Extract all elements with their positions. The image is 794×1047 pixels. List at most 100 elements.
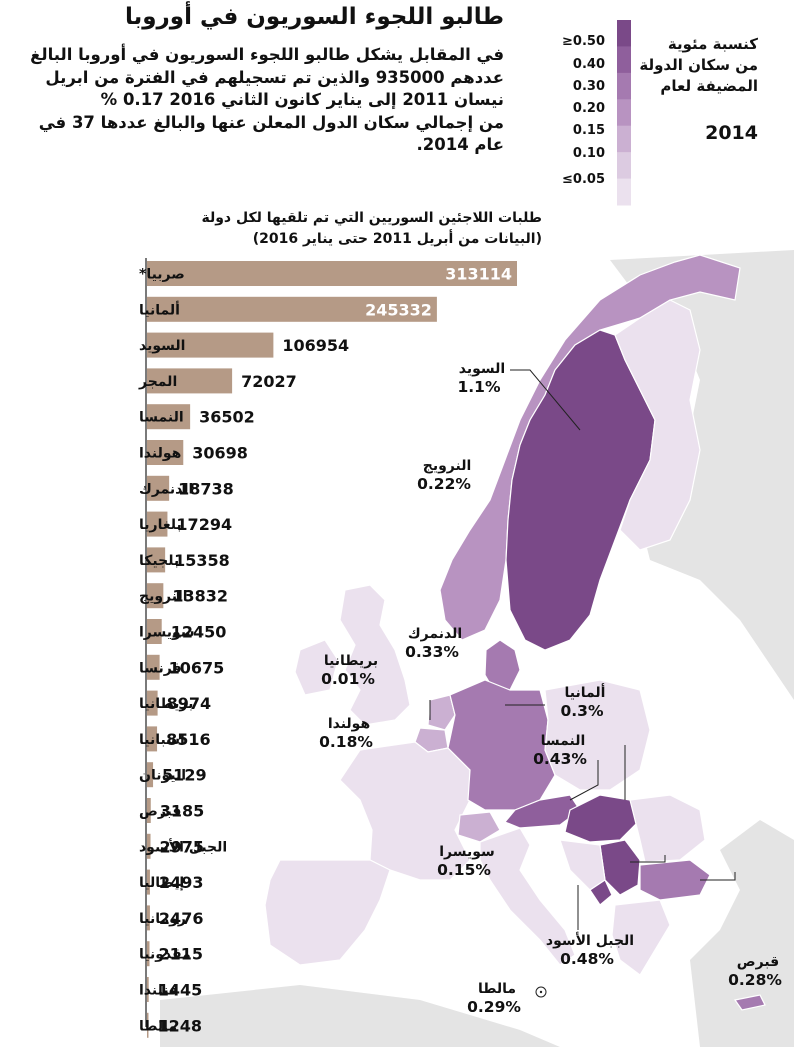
map-value-label: 0.43% — [533, 750, 587, 768]
bar — [147, 1012, 149, 1038]
bar-chart-title: طلبات اللاجئين السوريين التي تم تلقيها ل… — [201, 210, 542, 247]
bar-category-label: ألمانيا — [139, 300, 180, 318]
bar-value-label: 8974 — [167, 694, 212, 713]
legend-label: 0.15 — [573, 123, 605, 138]
country-uk — [339, 584, 411, 726]
legend-swatch — [617, 125, 631, 153]
bar-category-label: السويد — [139, 338, 185, 354]
bar-category-label: بلجيكا — [139, 553, 179, 569]
country-cyprus — [733, 994, 766, 1011]
bar — [147, 261, 517, 286]
bar-category-label: سويسرا — [139, 625, 195, 641]
legend-labels: ≥0.50 0.40 0.30 0.20 0.15 0.10 ≤0.05 — [562, 34, 605, 187]
bar-category-label: الدنمرك — [139, 481, 193, 497]
legend-label: 0.10 — [573, 146, 605, 161]
map-value-label: 0.01% — [321, 670, 375, 688]
country-italy — [479, 827, 576, 966]
bar — [147, 869, 150, 895]
bar-value-label: 245332 — [365, 300, 432, 319]
bar-category-label: مقدونيا — [139, 947, 191, 963]
map-country-label: ألمانيا — [565, 683, 606, 701]
bar-category-label: فنلندا — [139, 983, 178, 999]
bar-value-label: 106954 — [282, 336, 349, 355]
bar — [147, 332, 274, 358]
country-switzerland — [457, 811, 501, 843]
bar — [147, 905, 150, 931]
bar-value-label: 15358 — [174, 551, 230, 570]
bar-chart: 313114 صربيا* 245332 ألمانيا 106954 السويد 720… — [138, 258, 517, 1038]
legend-title: كنسبة مئوية من سكان الدولة المضيفة لعام — [639, 35, 758, 95]
map-country-label: سويسرا — [439, 844, 495, 860]
bar — [147, 547, 166, 573]
page-title: طالبو اللجوء السوريون في أوروبا — [124, 4, 504, 30]
land-east — [610, 250, 794, 1047]
country-hungary — [564, 794, 641, 843]
land-background — [160, 250, 794, 1047]
bar-category-label: فرنسا — [139, 660, 182, 676]
land-africa — [160, 985, 560, 1047]
legend-swatch — [617, 99, 631, 127]
country-ireland — [294, 639, 339, 696]
country-bulgaria — [639, 859, 711, 901]
intro-paragraph: في المقابل يشكل طالبو اللجوء السوريون في… — [30, 45, 504, 154]
bar-category-label: مالطا — [139, 1018, 177, 1034]
legend-swatch — [617, 72, 631, 100]
bar-value-label: 36502 — [199, 408, 255, 427]
map-value-label: 0.28% — [728, 971, 782, 989]
bar-value-label: 313114 — [445, 265, 512, 284]
bar — [147, 296, 437, 322]
map-value-label: 0.48% — [560, 950, 614, 968]
bar-value-label: 5129 — [162, 766, 207, 785]
country-montenegro — [589, 879, 613, 906]
legend-label: 0.20 — [573, 101, 605, 116]
bar-value-label: 8516 — [166, 730, 211, 749]
bar-value-label: 13832 — [172, 587, 228, 606]
bar-category-label: هولندا — [139, 446, 181, 462]
country-greece — [611, 899, 671, 976]
country-finland — [614, 299, 701, 551]
bar — [147, 833, 151, 859]
map-value-label: 0.29% — [467, 998, 521, 1016]
malta-marker — [535, 986, 547, 998]
legend-swatch — [617, 178, 631, 206]
map-country-label: النرويج — [423, 458, 472, 474]
bar — [147, 941, 150, 967]
country-romania — [629, 794, 706, 863]
bar-category-label: صربيا* — [139, 267, 185, 283]
map-value-label: 0.22% — [417, 475, 471, 493]
bar-value-label: 12450 — [171, 623, 227, 642]
bar — [147, 475, 170, 501]
legend-swatch — [617, 152, 631, 180]
bar — [147, 440, 184, 465]
bar-category-label: اليونان — [139, 768, 186, 784]
bar-category-label: المجر — [138, 374, 177, 390]
bar-category-label: اسبانيا — [139, 732, 185, 748]
bar — [147, 977, 149, 1002]
map-country-label: هولندا — [328, 716, 370, 732]
bar — [147, 404, 191, 430]
bar-value-label: 30698 — [192, 444, 248, 463]
bar-value-label: 1248 — [157, 1016, 202, 1035]
country-denmark — [484, 639, 521, 693]
legend-label: 0.40 — [573, 57, 605, 72]
legend-swatch — [617, 20, 631, 47]
legend-label: ≥0.50 — [562, 34, 605, 49]
country-spain — [264, 859, 391, 966]
bar-value-label: 72027 — [241, 372, 297, 391]
legend-label: ≤0.05 — [562, 172, 605, 187]
legend-year: 2014 — [705, 122, 758, 144]
country-france — [339, 741, 471, 881]
bar — [147, 583, 164, 609]
map-value-label: 0.3% — [561, 702, 604, 720]
legend-scale — [617, 20, 631, 206]
bar-value-label: 3185 — [160, 802, 205, 821]
bar — [147, 619, 162, 644]
map-country-label: الدنمرك — [408, 626, 462, 642]
bar-category-label: النرويج — [139, 589, 188, 605]
bar-category-label: إيطاليا — [139, 875, 184, 891]
map-value-label: 0.33% — [405, 643, 459, 661]
map-value-label: 0.18% — [319, 733, 373, 751]
